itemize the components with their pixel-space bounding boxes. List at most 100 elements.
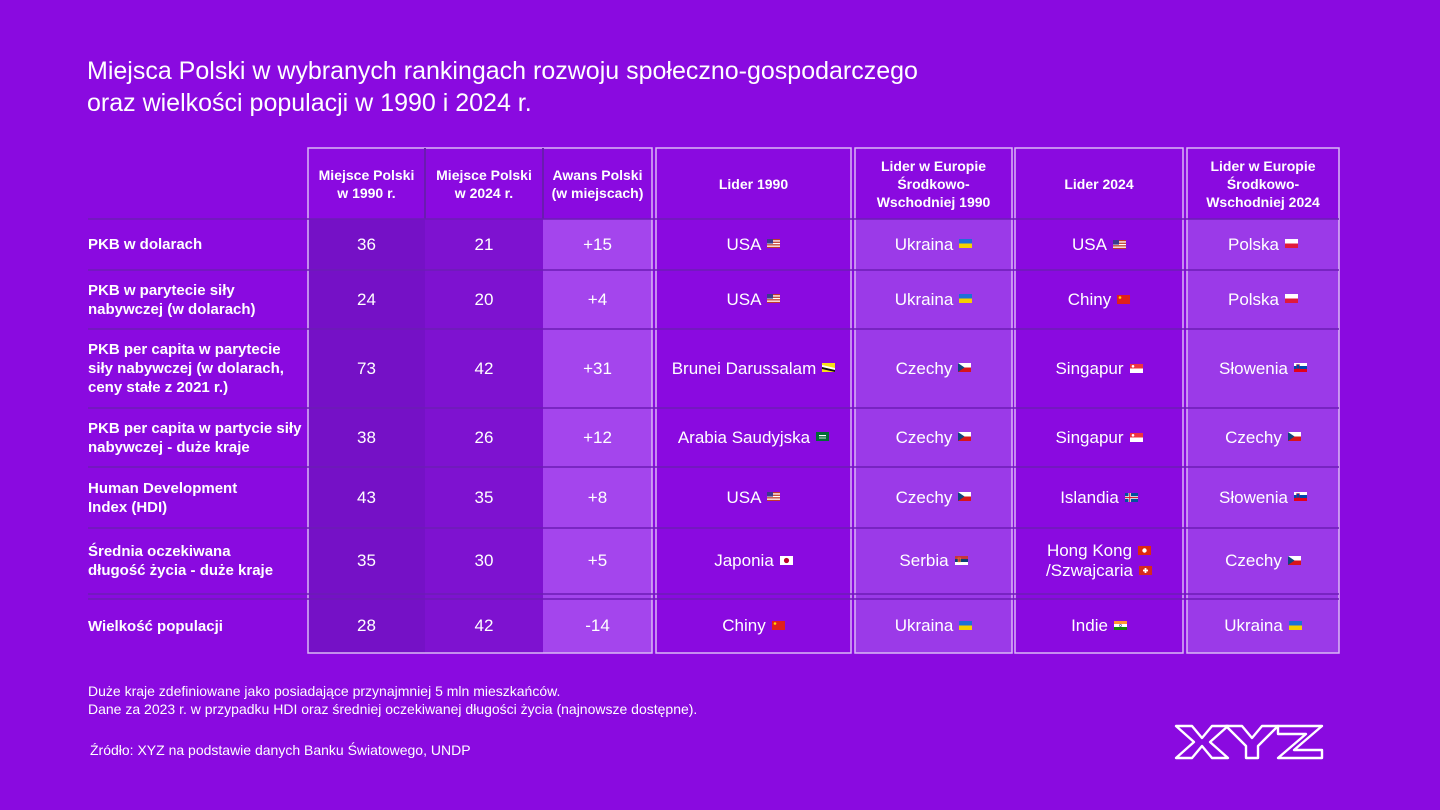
cell-lider1990: Chiny [656, 599, 851, 653]
country-name: Singapur [1055, 427, 1124, 447]
row-label: PKB w parytecie siły nabywczej (w dolarac… [88, 270, 303, 329]
header-leader-2024: Lider 2024 [1064, 175, 1134, 192]
country-name: USA [726, 234, 762, 254]
country-name: Islandia [1060, 487, 1119, 507]
country-name: Słowenia [1219, 358, 1288, 378]
country-name: Serbia [899, 551, 949, 570]
row-label-line: ceny stałe z 2021 r.) [88, 379, 229, 396]
cell-awans: +8 [587, 487, 608, 507]
cell-lider2024: Singapur [1015, 408, 1183, 467]
country-name: Czechy [895, 487, 953, 507]
country-name: Słowenia [1219, 487, 1288, 507]
cell-lider2024: Indie [1015, 599, 1183, 653]
flag-us-icon [767, 294, 781, 303]
cell-lider1990: USA [656, 467, 851, 528]
cell-cee2024: Czechy [1187, 408, 1339, 467]
cell-cee1990: Czechy [855, 329, 1012, 408]
row-label-line: Wielkość populacji [88, 617, 223, 635]
header-leader-1990: Lider 1990 [718, 175, 789, 192]
cell-p2024: 35 [474, 487, 494, 507]
cell-p2024: 21 [474, 234, 494, 254]
cell-awans: +15 [583, 234, 612, 254]
cell-p1990: 73 [357, 358, 376, 378]
country-name: Ukraina [894, 289, 954, 309]
country-name: Czechy [1225, 551, 1282, 570]
row-label: Human Development Index (HDI) [88, 467, 303, 528]
cell-lider1990: Brunei Darussalam [656, 329, 851, 408]
footnotes: Duże kraje zdefiniowane jako posiadające… [88, 682, 697, 718]
cell-awans: -14 [585, 616, 610, 635]
cell-cee2024: Czechy [1187, 528, 1339, 594]
row-label-line: długość życia - duże kraje [88, 562, 274, 579]
row-label-line: PKB per capita w parytecie [88, 341, 281, 358]
cell-lider2024: Singapur [1015, 329, 1183, 408]
flag-cz-icon [1287, 555, 1301, 565]
country-name: Chiny [722, 616, 766, 635]
row-label: Wielkość populacji [88, 599, 303, 653]
cell-lider2024: USA [1015, 219, 1183, 270]
flag-cn-icon [1117, 294, 1131, 304]
cell-p1990: 43 [357, 487, 376, 507]
cell-cee2024: Słowenia [1187, 467, 1339, 528]
flag-rs-icon [954, 555, 968, 565]
footnote-2: Dane za 2023 r. w przypadku HDI oraz śre… [88, 701, 698, 717]
row-label-line: Human Development [88, 479, 238, 497]
row-label-line: nabywczej (w dolarach) [88, 300, 256, 318]
flag-cz-icon [958, 432, 972, 441]
cell-p1990: 38 [357, 427, 376, 447]
row-label-line: Średnia oczekiwana [88, 543, 231, 560]
flag-pl-icon [1285, 239, 1299, 248]
cell-p2024: 20 [474, 289, 494, 309]
flag-ua-icon [959, 294, 973, 303]
country-line: /Szwajcaria [1046, 561, 1152, 581]
flag-bn-icon [822, 363, 836, 372]
country-name: Ukraina [894, 234, 954, 254]
cell-p2024: 30 [474, 551, 494, 570]
cell-awans: +31 [583, 358, 612, 378]
flag-hk-icon [1138, 546, 1152, 556]
cell-cee1990: Czechy [855, 408, 1012, 467]
cell-lider2024: Chiny [1015, 270, 1183, 329]
cell-lider1990: USA [656, 270, 851, 329]
flag-cn-icon [771, 620, 785, 630]
flag-si-icon [1294, 492, 1307, 501]
cell-cee2024: Polska [1187, 270, 1339, 329]
cell-lider2024: Hong Kong/Szwajcaria [1015, 528, 1183, 594]
header-cee-leader-1990: Lider w Europie Środkowo- Wschodniej 1990 [876, 157, 991, 210]
country-name: USA [726, 289, 762, 309]
row-label: PKB per capita w parytecie siły nabywczej… [88, 329, 303, 408]
row-label-line: PKB w parytecie siły [88, 281, 235, 299]
cell-awans: +5 [587, 551, 608, 570]
country-name: Hong Kong [1046, 541, 1133, 560]
cell-lider2024: Islandia [1015, 467, 1183, 528]
country-line: Singapur [1055, 359, 1143, 379]
country-name: Polska [1227, 234, 1280, 254]
row-label-line: siły nabywczej (w dolarach, [88, 360, 284, 377]
country-name: Czechy [1225, 427, 1282, 447]
row-label-line: PKB per capita w partycie siły [88, 419, 302, 437]
cell-cee2024: Polska [1187, 219, 1339, 270]
flag-cz-icon [958, 363, 972, 372]
country-name: Ukraina [1224, 616, 1283, 635]
cell-cee1990: Ukraina [855, 270, 1012, 329]
cell-lider1990: Arabia Saudyjska [656, 408, 851, 467]
cell-p1990: 28 [357, 616, 376, 635]
flag-ua-icon [959, 620, 973, 630]
title-line-1: Miejsca Polski w wybranych rankingach ro… [87, 57, 918, 85]
cell-p1990: 36 [357, 234, 376, 254]
flag-sg-icon [1129, 432, 1143, 442]
flag-cz-icon [958, 492, 972, 501]
cell-lider1990: Japonia [656, 528, 851, 594]
row-label: PKB w dolarach [88, 219, 303, 270]
cell-cee1990: Serbia [855, 528, 1012, 594]
cell-p2024: 42 [474, 358, 494, 378]
header-poland-2024: Miejsce Polski w 2024 r. [436, 166, 532, 201]
country-line: USA [1072, 235, 1126, 255]
country-name: USA [1072, 234, 1107, 254]
flag-is-icon [1124, 492, 1138, 502]
header-cee-leader-2024: Lider w Europie Środkowo- Wschodniej 2024 [1206, 157, 1320, 210]
cell-p1990: 24 [357, 289, 376, 309]
flag-pl-icon [1285, 294, 1299, 303]
flag-sg-icon [1129, 363, 1143, 373]
country-name: Indie [1071, 616, 1108, 635]
